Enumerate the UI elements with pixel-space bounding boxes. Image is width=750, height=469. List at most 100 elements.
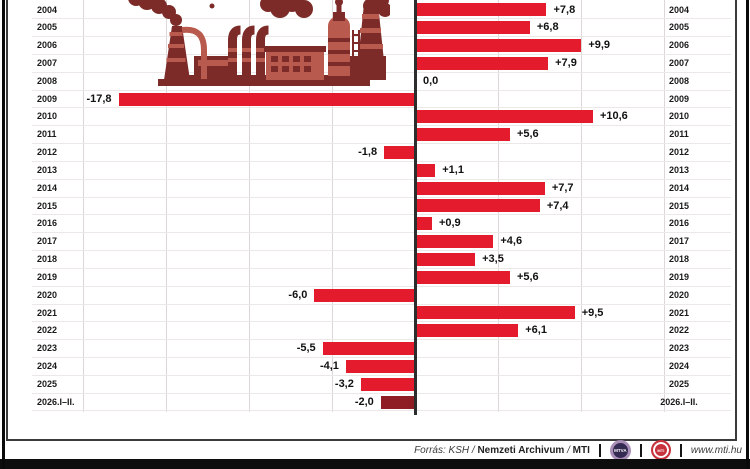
- chart-row: [32, 287, 731, 305]
- value-label: +0,9: [438, 217, 461, 230]
- year-label-right: 2016: [668, 218, 690, 229]
- bar: [314, 288, 414, 302]
- factory-illustration: [128, 0, 390, 86]
- year-label-right: 2009: [668, 93, 690, 104]
- chart-row: [32, 198, 731, 216]
- bar: [380, 395, 414, 409]
- year-label-left: 2007: [37, 57, 58, 68]
- value-label: +7,7: [551, 181, 574, 194]
- value-label: -17,8: [86, 92, 112, 105]
- year-label-left: 2024: [37, 361, 58, 372]
- chart-row: [32, 233, 731, 252]
- bar: [417, 324, 519, 338]
- value-label: +5,6: [516, 128, 539, 141]
- value-label: +3,5: [482, 253, 504, 266]
- year-label-right: 2013: [668, 164, 690, 175]
- gridline: [664, 0, 665, 412]
- chart-row: [32, 144, 731, 162]
- year-label-right: 2005: [668, 22, 690, 33]
- year-label-left: 2021: [37, 307, 58, 318]
- mti-logo: MTI: [650, 440, 671, 460]
- chart-row: [32, 126, 731, 145]
- year-label-right: 2018: [668, 254, 690, 265]
- value-label: +7,8: [553, 3, 576, 16]
- value-label: +6,1: [525, 324, 547, 337]
- gridline: [166, 0, 167, 412]
- year-label-left: 2016: [37, 218, 58, 229]
- year-label-right: 2008: [668, 75, 690, 86]
- bottom-black-bar: [0, 459, 750, 469]
- value-label: +7,9: [555, 56, 577, 69]
- chart-row: [32, 73, 731, 91]
- year-label-left: 2014: [37, 182, 58, 193]
- value-label: -2,0: [354, 395, 374, 408]
- bar: [417, 163, 436, 177]
- year-label-left: 2005: [37, 22, 58, 33]
- bar: [417, 3, 547, 17]
- gridline: [332, 0, 333, 412]
- chart-row: [32, 251, 731, 269]
- year-label-right: 2014: [668, 182, 690, 193]
- bar: [417, 270, 510, 284]
- year-label-right: 2022: [668, 325, 690, 336]
- chart-row: [32, 305, 731, 323]
- year-label-right: 2023: [668, 343, 690, 354]
- year-label-right: 2015: [668, 200, 690, 211]
- chart-row: [32, 340, 731, 358]
- value-label: -4,1: [319, 360, 339, 373]
- footer-divider: [598, 443, 601, 457]
- gridline: [249, 0, 250, 412]
- chart-row: [32, 162, 731, 180]
- chart-row: [32, 91, 731, 109]
- mtva-logo: MTVA: [609, 439, 631, 461]
- source-archive: Nemzeti Archivum: [477, 444, 565, 456]
- value-label: +10,6: [599, 110, 628, 123]
- bar: [417, 110, 593, 124]
- chart-row: [32, 180, 731, 198]
- zero-axis-line: [414, 0, 417, 415]
- value-label: 0,0: [423, 74, 439, 87]
- year-label-left: 2018: [37, 254, 58, 265]
- year-label-left: 2012: [37, 147, 58, 158]
- bar: [417, 56, 549, 70]
- year-label-left: 2011: [37, 129, 57, 140]
- year-label-left: 2008: [37, 75, 58, 86]
- bar: [345, 359, 414, 373]
- value-label: +4,6: [500, 235, 523, 248]
- year-label-left: 2022: [37, 325, 58, 336]
- chart-row: [32, 322, 731, 341]
- image-frame-right: [746, 0, 749, 469]
- year-label-right: 2021: [668, 307, 690, 318]
- source-slash: /: [567, 444, 570, 456]
- footer-divider: [639, 443, 642, 457]
- year-label-left: 2023: [37, 343, 58, 354]
- value-label: -3,2: [334, 377, 354, 390]
- value-label: +7,4: [546, 199, 569, 212]
- chart-row: [32, 19, 731, 38]
- bar-chart: 2004 2004 +7,8 2005 2005 +6,8 2006 2006 +9,9 2007…: [8, 0, 735, 439]
- bar: [417, 252, 476, 266]
- year-label-left: 2009: [37, 93, 58, 104]
- year-label-right: 2010: [668, 111, 690, 122]
- source-credit: Forrás: KSH / Nemzeti Archivum / MTI: [414, 445, 590, 456]
- year-label-right: 2025: [668, 378, 690, 389]
- year-label-right: 2011: [669, 129, 689, 140]
- year-label-right: 2024: [668, 361, 690, 372]
- value-label: -5,5: [296, 342, 316, 355]
- year-label-left: 2010: [37, 111, 58, 122]
- year-label-right: 2019: [668, 271, 690, 282]
- value-label: +1,1: [442, 163, 464, 176]
- year-label-right: 2017: [668, 236, 690, 247]
- image-frame-left: [2, 0, 5, 469]
- source-prefix: Forrás: KSH /: [414, 444, 475, 456]
- bar: [417, 199, 540, 213]
- gridline: [83, 0, 84, 412]
- chart-row: [32, 358, 731, 376]
- bar: [384, 146, 414, 160]
- bar: [417, 128, 510, 142]
- year-label-right: 2007: [668, 57, 690, 68]
- value-label: +5,6: [516, 270, 539, 283]
- year-label-left: 2019: [37, 271, 58, 282]
- chart-row: [32, 376, 731, 394]
